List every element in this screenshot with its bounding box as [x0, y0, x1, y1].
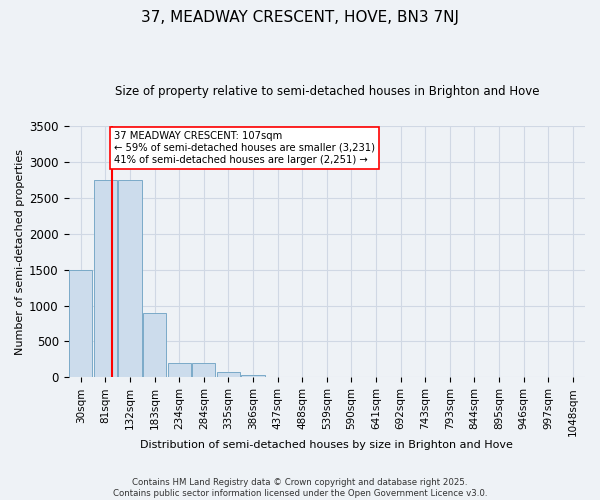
X-axis label: Distribution of semi-detached houses by size in Brighton and Hove: Distribution of semi-detached houses by … — [140, 440, 513, 450]
Y-axis label: Number of semi-detached properties: Number of semi-detached properties — [15, 148, 25, 354]
Bar — [143, 312, 166, 378]
Title: Size of property relative to semi-detached houses in Brighton and Hove: Size of property relative to semi-detach… — [115, 85, 539, 98]
Text: Contains HM Land Registry data © Crown copyright and database right 2025.
Contai: Contains HM Land Registry data © Crown c… — [113, 478, 487, 498]
Bar — [167, 363, 191, 378]
Bar — [217, 372, 240, 378]
Bar — [192, 363, 215, 378]
Bar — [118, 180, 142, 378]
Text: 37 MEADWAY CRESCENT: 107sqm
← 59% of semi-detached houses are smaller (3,231)
41: 37 MEADWAY CRESCENT: 107sqm ← 59% of sem… — [114, 132, 375, 164]
Text: 37, MEADWAY CRESCENT, HOVE, BN3 7NJ: 37, MEADWAY CRESCENT, HOVE, BN3 7NJ — [141, 10, 459, 25]
Bar — [241, 375, 265, 378]
Bar — [94, 180, 117, 378]
Bar — [69, 270, 92, 378]
